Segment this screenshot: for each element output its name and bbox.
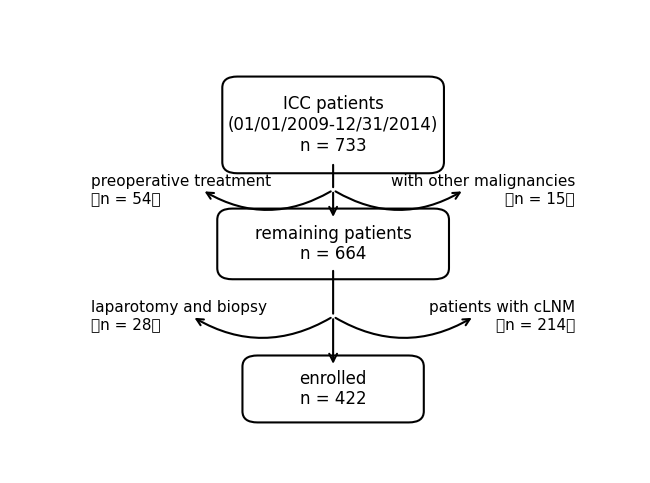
Text: patients with cLNM
（n = 214）: patients with cLNM （n = 214） bbox=[429, 300, 575, 333]
Text: with other malignancies
（n = 15）: with other malignancies （n = 15） bbox=[391, 174, 575, 206]
Text: laparotomy and biopsy
（n = 28）: laparotomy and biopsy （n = 28） bbox=[91, 300, 267, 333]
Text: enrolled
n = 422: enrolled n = 422 bbox=[300, 369, 367, 408]
Text: preoperative treatment
（n = 54）: preoperative treatment （n = 54） bbox=[91, 174, 272, 206]
Text: remaining patients
n = 664: remaining patients n = 664 bbox=[255, 225, 411, 263]
FancyBboxPatch shape bbox=[242, 355, 424, 423]
FancyBboxPatch shape bbox=[222, 76, 444, 173]
Text: ICC patients
(01/01/2009-12/31/2014)
n = 733: ICC patients (01/01/2009-12/31/2014) n =… bbox=[228, 95, 438, 155]
FancyBboxPatch shape bbox=[217, 209, 449, 279]
